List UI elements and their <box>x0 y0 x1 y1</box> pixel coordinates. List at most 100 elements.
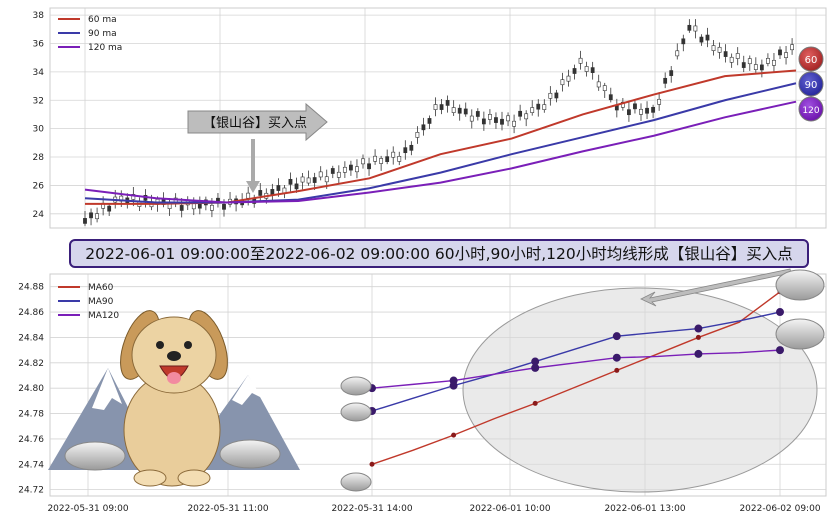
bottom-point-MA60 <box>532 400 538 406</box>
top-y-tick-label: 28 <box>33 153 45 163</box>
ma-line-90ma <box>84 82 797 204</box>
candle-body <box>445 100 450 106</box>
candle-body <box>663 77 668 84</box>
candle-body <box>554 92 559 99</box>
top-plot-frame <box>49 7 827 229</box>
candle-body <box>349 164 353 171</box>
candle-body <box>330 168 335 174</box>
candle-body <box>645 107 649 114</box>
ingot-icons <box>340 269 825 492</box>
candle-body <box>288 178 293 185</box>
bottom-y-tick-label: 24.88 <box>18 283 44 293</box>
ma-badges: 60 90 120 <box>798 46 824 122</box>
candle-body <box>620 101 625 108</box>
top-y-axis: 24 26 28 30 32 34 36 38 <box>33 11 45 220</box>
dog-paw-left <box>133 469 167 487</box>
candle-body <box>669 70 674 76</box>
buy-point-pointer-head <box>246 181 260 193</box>
badge-120 <box>798 96 824 122</box>
candle-body <box>457 107 462 114</box>
candle-body <box>639 108 643 115</box>
bottom-line-MA90 <box>371 311 781 412</box>
candle-body <box>488 114 492 120</box>
bottom-ma-lines <box>368 289 784 467</box>
dog-illustration <box>48 310 300 487</box>
top-ma-lines <box>84 69 797 205</box>
candle-body <box>500 118 504 125</box>
candle-body <box>312 177 317 183</box>
candle-body <box>542 104 547 110</box>
legend-label-120ma: 120 ma <box>88 43 122 53</box>
candle-body <box>469 115 474 122</box>
candle-body <box>324 176 329 183</box>
bottom-point-MA120 <box>694 349 703 358</box>
bottom-point-MA90 <box>531 357 540 366</box>
candle-body <box>699 36 704 43</box>
legend-label-MA90: MA90 <box>88 297 114 307</box>
candle-body <box>627 109 631 116</box>
candle-body <box>711 45 716 51</box>
signal-banner: 2022-06-01 09:00:00至2022-06-02 09:00:00 … <box>69 239 809 268</box>
ingot-icon-ma90-start <box>340 402 372 422</box>
candle-body <box>784 52 788 58</box>
bottom-y-tick-label: 24.76 <box>18 435 44 445</box>
candle-body <box>759 64 764 71</box>
bottom-y-axis: 24.72 24.74 24.76 24.78 24.80 24.82 24.84 24.86… <box>18 283 44 496</box>
bottom-point-MA120 <box>531 363 540 372</box>
candle-body <box>210 204 214 211</box>
candle-body <box>222 203 226 210</box>
candle-body <box>131 194 136 200</box>
bottom-point-MA90 <box>776 308 784 317</box>
bottom-y-tick-label: 24.80 <box>18 384 44 394</box>
bottom-point-MA120 <box>449 376 458 385</box>
golden-valley-highlight <box>462 287 818 493</box>
top-y-tick-label: 38 <box>33 11 45 21</box>
candle-body <box>427 118 432 124</box>
bottom-line-MA120 <box>371 349 781 389</box>
legend-label-MA120: MA120 <box>88 311 119 321</box>
candle-body <box>361 158 365 165</box>
ma-line-120ma <box>84 100 797 204</box>
candle-body <box>687 24 692 31</box>
bottom-point-MA120 <box>776 346 784 355</box>
candle-body <box>107 205 112 212</box>
candle-body <box>772 59 776 66</box>
badge-60 <box>798 46 824 72</box>
bottom-x-tick-label: 2022-06-01 13:00 <box>604 504 685 514</box>
candle-body <box>403 147 408 154</box>
candle-body <box>439 104 444 110</box>
candle-body <box>705 34 710 41</box>
bottom-x-tick-label: 2022-05-31 09:00 <box>47 504 128 514</box>
bottom-point-MA60 <box>695 334 701 340</box>
candle-body <box>717 46 722 53</box>
bottom-x-tick-label: 2022-06-01 10:00 <box>469 504 550 514</box>
candle-body <box>463 108 468 115</box>
signal-banner-box <box>69 239 809 268</box>
price-candles <box>83 19 794 226</box>
bottom-line-MA60 <box>371 291 781 465</box>
dog-eye-left <box>156 341 164 349</box>
candle-body <box>494 117 498 123</box>
candle-body <box>602 85 607 91</box>
top-y-tick-label: 24 <box>33 210 45 220</box>
candle-body <box>336 171 341 178</box>
mountain-right-snow <box>232 375 262 405</box>
candle-body <box>681 38 686 45</box>
bottom-point-MA60 <box>369 461 375 467</box>
candle-body <box>83 218 87 224</box>
top-y-tick-label: 32 <box>33 96 44 106</box>
buy-point-label: 【银山谷】买入点 <box>203 116 307 131</box>
highlight-pointer-arrow <box>640 268 792 307</box>
candle-body <box>633 103 637 110</box>
bottom-y-tick-label: 24.78 <box>18 410 44 420</box>
bottom-y-tick-label: 24.82 <box>18 359 44 369</box>
ingot-icon-ma60-start <box>340 472 372 492</box>
candle-body <box>367 163 371 170</box>
candle-body <box>306 177 311 184</box>
candle-body <box>560 79 565 86</box>
candle-body <box>723 51 728 57</box>
candle-body <box>693 25 698 32</box>
bottom-x-tick-label: 2022-05-31 11:00 <box>187 504 268 514</box>
candle-body <box>584 66 589 72</box>
candle-body <box>89 212 93 219</box>
